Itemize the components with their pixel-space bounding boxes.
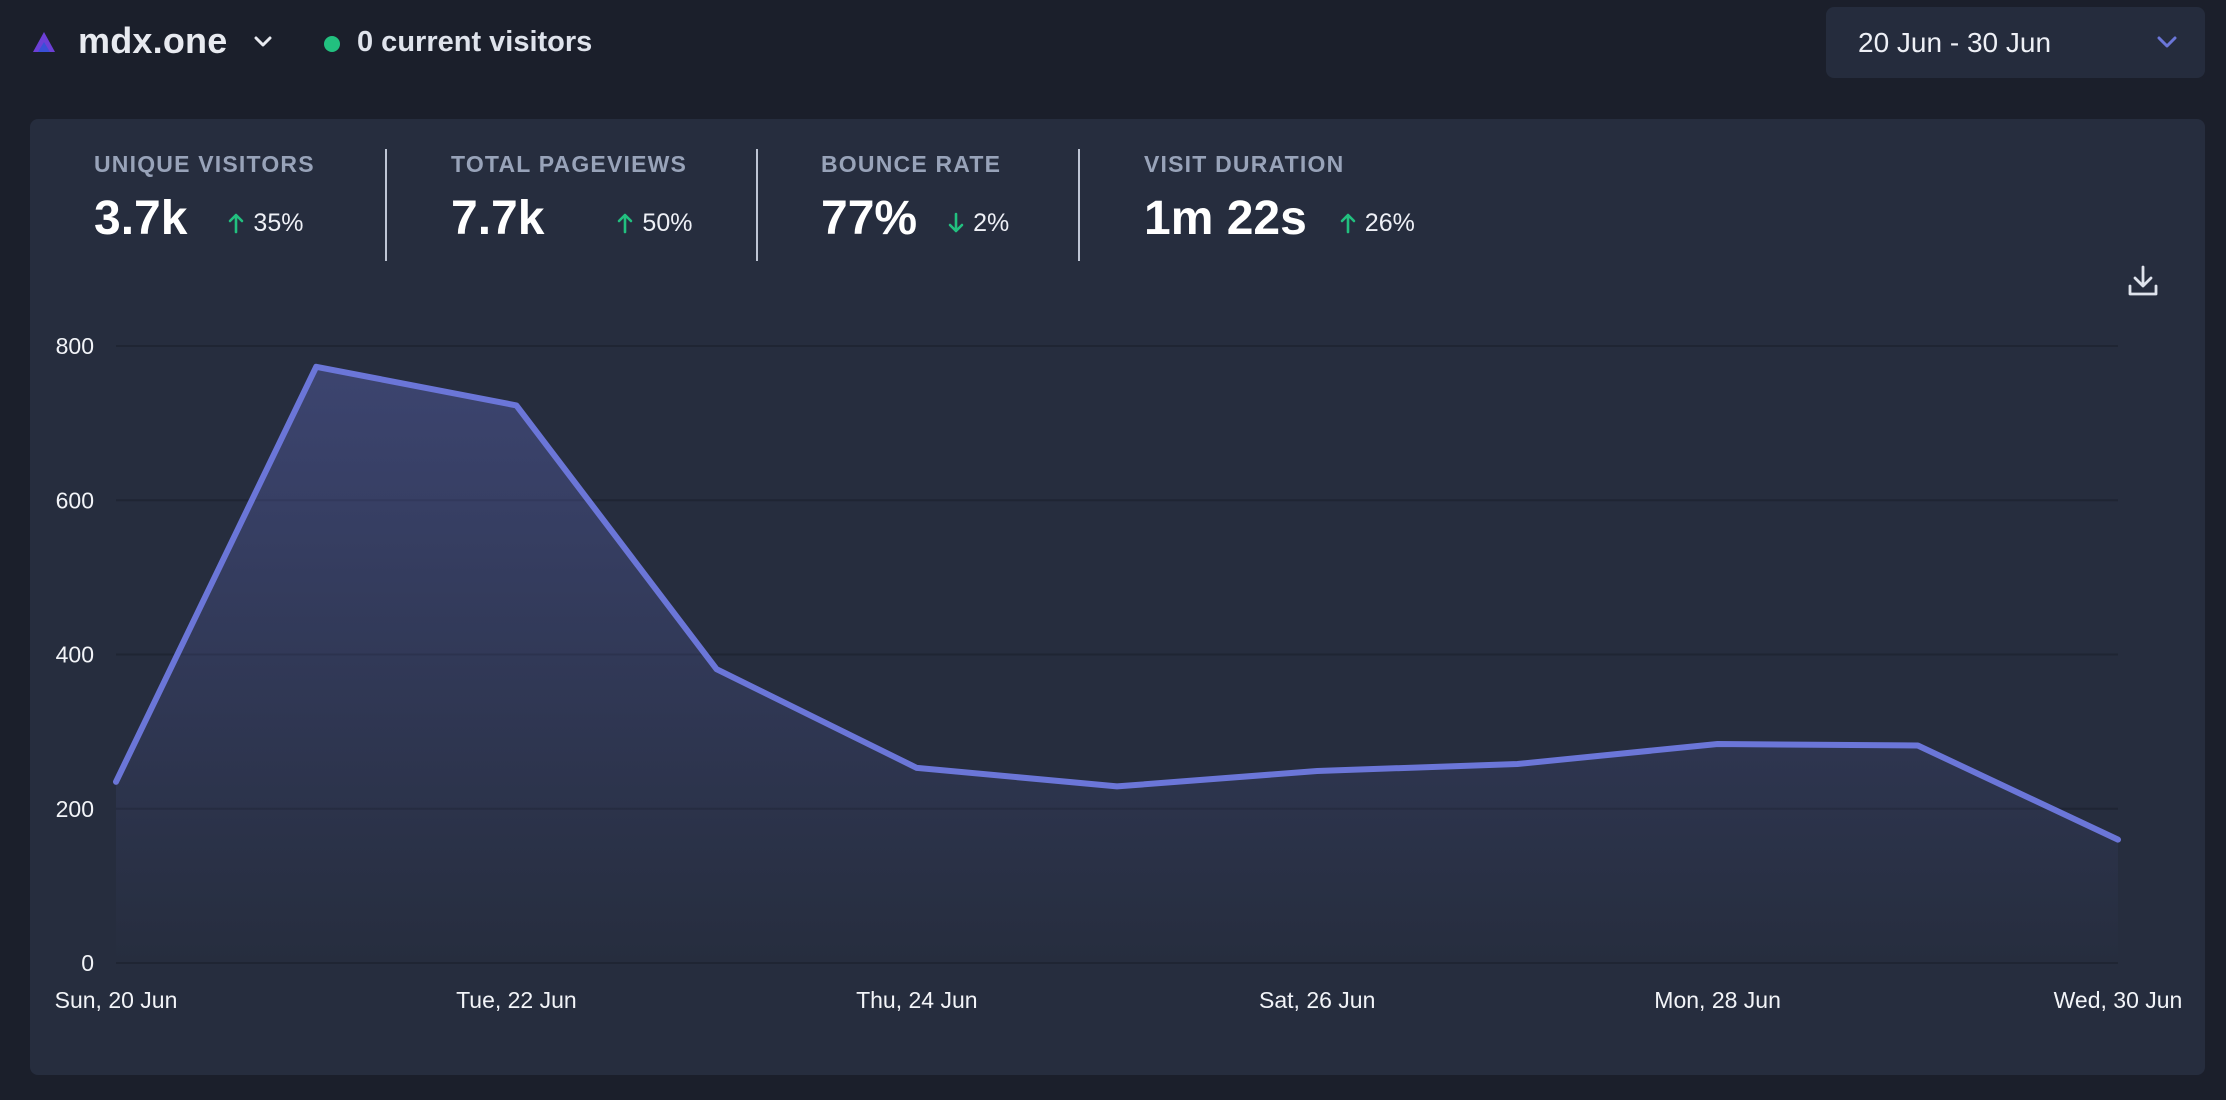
stat-unique-visitors[interactable]: UNIQUE VISITORS 3.7k 35%: [94, 149, 315, 247]
data-point[interactable]: [1103, 772, 1131, 800]
stat-change: 35%: [227, 209, 303, 238]
stat-label: TOTAL PAGEVIEWS: [451, 151, 688, 177]
x-tick-label: Thu, 24 Jun: [856, 987, 977, 1013]
y-tick-label: 600: [56, 487, 94, 513]
y-tick-label: 400: [56, 642, 94, 668]
series-line: [113, 363, 2121, 843]
data-point[interactable]: [703, 655, 731, 683]
stat-value: 3.7k: [94, 192, 188, 245]
series-area: [116, 366, 2118, 963]
y-tick-label: 800: [56, 333, 94, 359]
x-tick-label: Tue, 22 Jun: [456, 987, 577, 1013]
stat-change: 26%: [1339, 209, 1415, 238]
data-point[interactable]: [2104, 826, 2132, 854]
stat-label: VISIT DURATION: [1144, 151, 1345, 177]
x-tick-label: Wed, 30 Jun: [2054, 987, 2183, 1013]
live-indicator-dot: [324, 36, 340, 52]
data-point[interactable]: [302, 353, 330, 381]
stat-divider: [756, 149, 758, 261]
date-range-picker[interactable]: 20 Jun - 30 Jun: [1826, 7, 2205, 78]
y-tick-label: 0: [81, 950, 94, 976]
stat-change-value: 26%: [1364, 208, 1415, 237]
site-name[interactable]: mdx.one: [78, 20, 228, 61]
data-point[interactable]: [1904, 732, 1932, 760]
current-visitors-link[interactable]: 0 current visitors: [357, 26, 593, 58]
arrow-up-icon: [229, 213, 244, 234]
stat-label: BOUNCE RATE: [821, 151, 1002, 177]
arrow-up-icon: [1340, 213, 1356, 234]
x-tick-label: Mon, 28 Jun: [1654, 987, 1781, 1013]
arrow-down-icon: [948, 212, 964, 233]
arrow-up-icon: [618, 213, 633, 234]
stat-total-pageviews[interactable]: TOTAL PAGEVIEWS 7.7k 50%: [451, 149, 692, 247]
data-point[interactable]: [1303, 757, 1331, 785]
download-icon[interactable]: [2124, 262, 2162, 300]
date-range-label: 20 Jun - 30 Jun: [1858, 27, 2052, 58]
stat-change: 2%: [947, 209, 1009, 238]
data-point[interactable]: [502, 391, 530, 419]
data-point[interactable]: [903, 754, 931, 782]
data-point[interactable]: [102, 768, 130, 796]
y-tick-label: 200: [56, 796, 94, 822]
stat-value: 1m 22s: [1144, 192, 1307, 245]
stat-change-value: 2%: [973, 208, 1010, 237]
stat-value: 77%: [821, 192, 918, 245]
data-point[interactable]: [1704, 730, 1732, 758]
stat-value: 7.7k: [451, 192, 545, 245]
chevron-down-icon: [2157, 36, 2177, 48]
stat-divider: [1078, 149, 1080, 261]
stat-change-value: 35%: [253, 208, 304, 237]
chevron-down-icon[interactable]: [250, 28, 276, 54]
stat-label: UNIQUE VISITORS: [94, 151, 315, 177]
mdx-logo-icon: [33, 32, 55, 52]
top-bar: mdx.one 0 current visitors 20 Jun - 30 J…: [0, 0, 2226, 100]
stat-visit-duration[interactable]: VISIT DURATION 1m 22s 26%: [1144, 149, 1415, 247]
x-tick-label: Sat, 26 Jun: [1259, 987, 1375, 1013]
x-tick-label: Sun, 20 Jun: [55, 987, 178, 1013]
stat-divider: [385, 149, 387, 261]
stat-change-value: 50%: [642, 208, 693, 237]
stat-change: 50%: [616, 209, 692, 238]
data-point[interactable]: [1503, 750, 1531, 778]
stat-bounce-rate[interactable]: BOUNCE RATE 77% 2%: [821, 149, 1009, 247]
